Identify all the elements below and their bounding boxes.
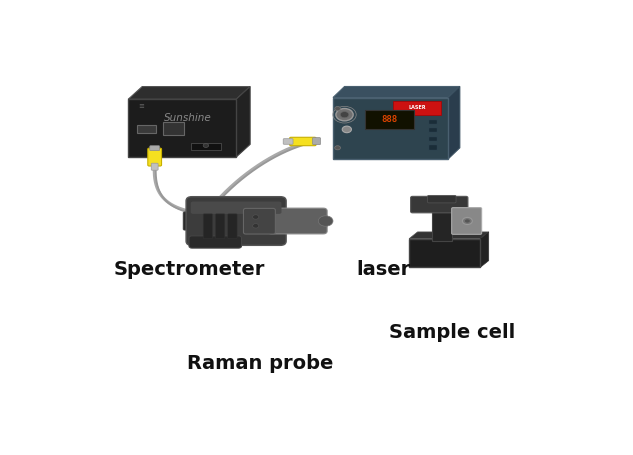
FancyBboxPatch shape [429,145,437,150]
Circle shape [318,216,333,226]
Circle shape [253,215,259,219]
FancyBboxPatch shape [163,122,184,135]
Text: Sunshine: Sunshine [164,113,211,123]
Polygon shape [480,232,489,268]
FancyBboxPatch shape [365,110,414,129]
Polygon shape [333,86,460,97]
Polygon shape [409,232,489,239]
Circle shape [336,108,353,121]
FancyBboxPatch shape [393,101,441,115]
FancyBboxPatch shape [432,199,452,242]
Circle shape [335,146,341,150]
FancyBboxPatch shape [186,197,286,245]
Text: LASER: LASER [408,106,426,111]
Circle shape [342,126,351,133]
Circle shape [203,144,209,147]
Text: Sample cell: Sample cell [389,323,515,342]
FancyBboxPatch shape [452,207,482,234]
Circle shape [340,111,349,118]
FancyBboxPatch shape [191,202,282,214]
FancyBboxPatch shape [283,139,293,144]
Polygon shape [448,86,460,159]
FancyBboxPatch shape [128,99,236,157]
Circle shape [465,219,470,223]
FancyBboxPatch shape [228,214,237,238]
FancyBboxPatch shape [429,120,437,124]
FancyBboxPatch shape [150,146,160,151]
FancyBboxPatch shape [429,128,437,132]
FancyBboxPatch shape [215,214,225,238]
Circle shape [462,217,472,224]
FancyBboxPatch shape [147,148,161,166]
Text: Raman probe: Raman probe [187,354,334,373]
Circle shape [335,106,341,111]
FancyBboxPatch shape [244,208,275,234]
FancyBboxPatch shape [313,137,320,145]
Text: laser: laser [356,259,410,278]
Text: ≡: ≡ [138,103,144,109]
FancyBboxPatch shape [203,214,213,238]
FancyBboxPatch shape [268,208,327,234]
FancyBboxPatch shape [189,236,242,248]
FancyBboxPatch shape [137,125,156,133]
FancyBboxPatch shape [191,143,221,150]
FancyBboxPatch shape [333,97,448,159]
FancyBboxPatch shape [411,197,468,213]
Text: 888: 888 [382,115,398,124]
FancyBboxPatch shape [183,212,195,230]
Circle shape [253,224,259,228]
Text: Spectrometer: Spectrometer [114,259,265,278]
Polygon shape [236,86,250,157]
FancyBboxPatch shape [151,163,158,170]
FancyBboxPatch shape [427,195,456,203]
FancyBboxPatch shape [409,239,480,268]
FancyBboxPatch shape [429,137,437,141]
FancyBboxPatch shape [289,137,316,146]
Polygon shape [128,86,250,99]
